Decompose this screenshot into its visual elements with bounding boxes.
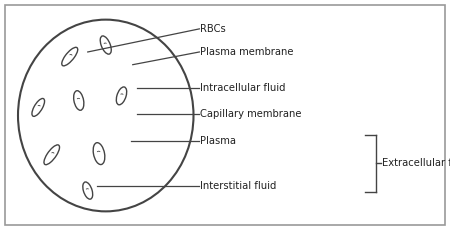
Text: Interstitial fluid: Interstitial fluid — [200, 181, 277, 191]
Ellipse shape — [116, 87, 127, 105]
Text: Plasma: Plasma — [200, 136, 236, 146]
Ellipse shape — [93, 143, 105, 164]
Ellipse shape — [83, 182, 93, 199]
Ellipse shape — [74, 91, 84, 110]
Ellipse shape — [32, 98, 45, 116]
Text: Intracellular fluid: Intracellular fluid — [200, 83, 286, 93]
FancyBboxPatch shape — [5, 5, 445, 225]
Ellipse shape — [100, 36, 111, 54]
Ellipse shape — [44, 145, 59, 165]
Ellipse shape — [62, 47, 78, 66]
Text: Extracellular fluid: Extracellular fluid — [382, 158, 450, 168]
Text: RBCs: RBCs — [200, 24, 226, 34]
Text: Capillary membrane: Capillary membrane — [200, 109, 302, 119]
Ellipse shape — [18, 20, 194, 211]
Text: Plasma membrane: Plasma membrane — [200, 47, 294, 57]
